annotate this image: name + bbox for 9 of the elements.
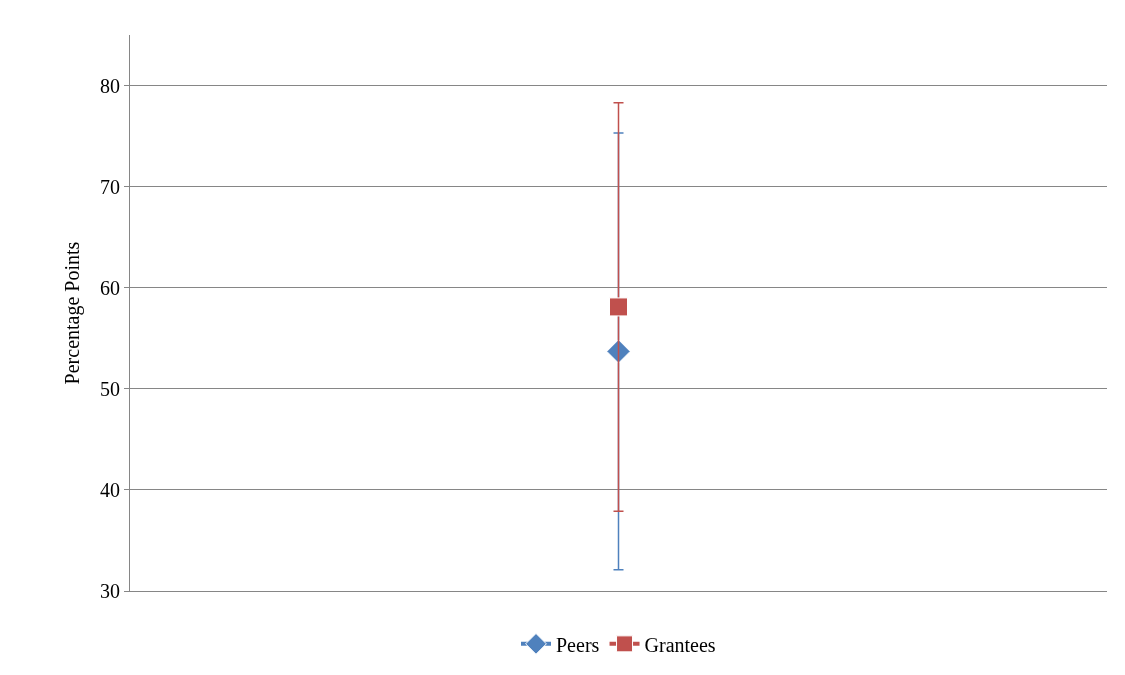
y-tick-label: 80 [100,74,120,97]
y-axis-title: Percentage Points [60,241,84,385]
y-tick-label: 60 [100,276,120,299]
legend-label: Grantees [644,633,716,656]
y-tick-label: 40 [100,478,120,501]
y-tick-label: 70 [100,175,120,198]
legend-label: Peers [556,633,600,656]
y-tick-label: 50 [100,377,120,400]
y-tick-label: 30 [100,580,120,602]
